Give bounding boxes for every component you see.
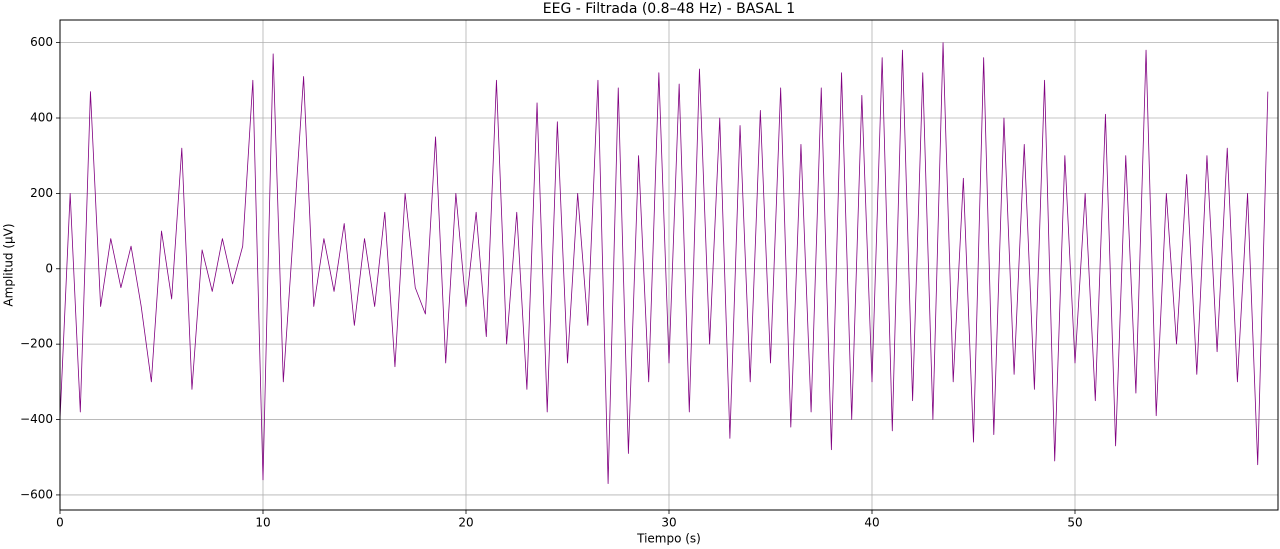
y-tick-label: 200 [30,186,53,200]
x-tick-label: 40 [864,516,879,530]
y-tick-label: −600 [20,487,53,501]
y-tick-label: 0 [45,261,53,275]
plot [59,42,1269,485]
x-tick-label: 30 [661,516,676,530]
y-tick-label: −400 [20,412,53,426]
x-tick-label: 50 [1067,516,1082,530]
x-tick-label: 20 [458,516,473,530]
y-tick-label: −200 [20,337,53,351]
chart-title: EEG - Filtrada (0.8–48 Hz) - BASAL 1 [543,1,795,17]
y-tick-label: 600 [30,35,53,49]
eeg-line [59,42,1269,485]
x-axis-label: Tiempo (s) [636,532,701,546]
y-tick-label: 400 [30,111,53,125]
x-tick-label: 0 [56,516,64,530]
y-axis-label: Amplitud (μV) [2,223,16,306]
x-tick-label: 10 [255,516,270,530]
grid [59,20,1278,510]
